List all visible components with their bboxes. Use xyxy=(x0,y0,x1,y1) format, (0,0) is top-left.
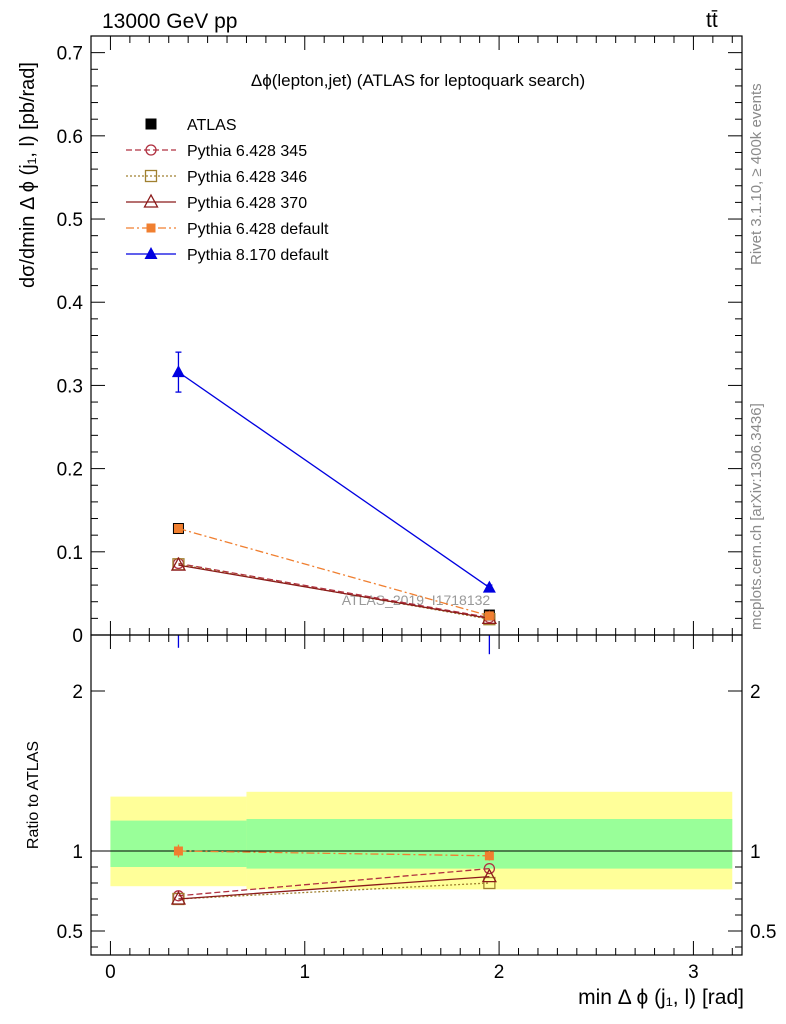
ratio-line xyxy=(178,616,489,630)
x-tick-label: 0 xyxy=(105,962,116,983)
ratio-point xyxy=(484,851,494,861)
y-tick-label-left: 2 xyxy=(72,682,83,703)
data-point xyxy=(173,524,183,534)
ratio-point xyxy=(170,890,187,905)
ratio-point xyxy=(483,862,496,875)
series-line xyxy=(178,562,490,619)
legend-entry: Pythia 6.428 370 xyxy=(126,193,307,212)
legend-label: ATLAS xyxy=(187,117,237,134)
legend-marker xyxy=(144,169,158,183)
legend-label: Pythia 8.170 default xyxy=(187,247,329,264)
legend-label: Pythia 6.428 default xyxy=(187,221,329,238)
y-tick-label-left: 0.5 xyxy=(57,922,83,943)
ratio-line xyxy=(178,867,490,897)
legend-entry: Pythia 6.428 345 xyxy=(126,143,307,160)
x-tick-label: 3 xyxy=(688,962,699,983)
ratio-point xyxy=(173,846,183,856)
axes-frame xyxy=(90,634,743,956)
mcplots-text: mcplots.cern.ch [arXiv:1306.3436] xyxy=(748,403,765,630)
ratio-point xyxy=(481,868,497,883)
y-tick-label: 0.3 xyxy=(57,376,83,397)
legend-label: Pythia 6.428 346 xyxy=(187,169,307,186)
series-line xyxy=(178,527,490,617)
y-tick-label: 0.1 xyxy=(57,543,83,564)
x-tick-label: 2 xyxy=(494,962,505,983)
energy-label: 13000 GeV pp xyxy=(102,10,237,33)
series-line xyxy=(178,371,490,589)
y-tick-label: 0.2 xyxy=(57,460,83,481)
legend-entry: Pythia 6.428 346 xyxy=(126,169,307,186)
data-point xyxy=(484,611,494,621)
legend-marker xyxy=(144,247,158,259)
ratio-panel: 0 1 2 3 0.5 0.5 1 1 2 2 Ratio to ATLAS min Δ ϕ (j… xyxy=(25,609,776,1009)
ratio-point xyxy=(172,609,185,621)
y-tick-label: 0.7 xyxy=(57,44,83,65)
data-point xyxy=(482,580,496,593)
y-tick-label: 0.4 xyxy=(57,293,84,314)
series-4 xyxy=(173,524,494,621)
x-tick-label: 1 xyxy=(299,962,310,983)
legend-marker xyxy=(143,193,159,208)
series-5 xyxy=(171,351,496,593)
ratio-point xyxy=(483,876,496,890)
ratio-series-3 xyxy=(173,844,494,861)
ratio-line xyxy=(178,850,490,857)
legend-entry: Pythia 8.170 default xyxy=(126,247,329,264)
legend-entry: ATLAS xyxy=(145,117,237,134)
process-label: tt̄ xyxy=(706,9,718,32)
series-line xyxy=(178,564,490,620)
y-tick-label: 0 xyxy=(72,626,83,647)
y-tick-label: 0.5 xyxy=(57,210,83,231)
uncertainty-band-inner xyxy=(110,820,247,867)
y-tick-label-right: 2 xyxy=(750,682,761,703)
main-panel: Δϕ(lepton,jet) (ATLAS for leptoquark sea… xyxy=(17,35,743,647)
legend-entry: Pythia 6.428 default xyxy=(126,221,329,238)
y-tick-label-left: 1 xyxy=(72,842,83,863)
legend-marker xyxy=(146,223,156,233)
y-tick-label: 0.6 xyxy=(57,127,83,148)
ratio-line xyxy=(178,875,490,900)
analysis-watermark: ATLAS_2019_I1718132 xyxy=(342,592,491,608)
legend-marker xyxy=(145,144,157,156)
y-axis-label-main: dσ/dmin Δ ϕ (j₁, l) [pb/rad] xyxy=(17,62,39,288)
chart-title: Δϕ(lepton,jet) (ATLAS for leptoquark sea… xyxy=(251,71,585,90)
series-1 xyxy=(172,557,496,624)
legend-label: Pythia 6.428 370 xyxy=(187,195,307,212)
y-tick-label-right: 0.5 xyxy=(750,922,776,943)
data-point xyxy=(171,365,185,378)
data-point xyxy=(170,556,187,571)
x-axis-label: min Δ ϕ (j₁, l) [rad] xyxy=(578,986,744,1009)
ratio-series-2 xyxy=(170,868,497,905)
y-axis-label-ratio: Ratio to ATLAS xyxy=(25,741,42,849)
legend-marker xyxy=(145,118,157,130)
rivet-version-text: Rivet 3.1.10, ≥ 400k events xyxy=(748,83,765,265)
y-tick-label-right: 1 xyxy=(750,842,761,863)
legend-label: Pythia 6.428 345 xyxy=(187,143,307,160)
uncertainty-band-inner xyxy=(246,819,733,869)
legend: ATLAS Pythia 6.428 345 Pythia 6.428 346 Pyt… xyxy=(126,117,329,264)
